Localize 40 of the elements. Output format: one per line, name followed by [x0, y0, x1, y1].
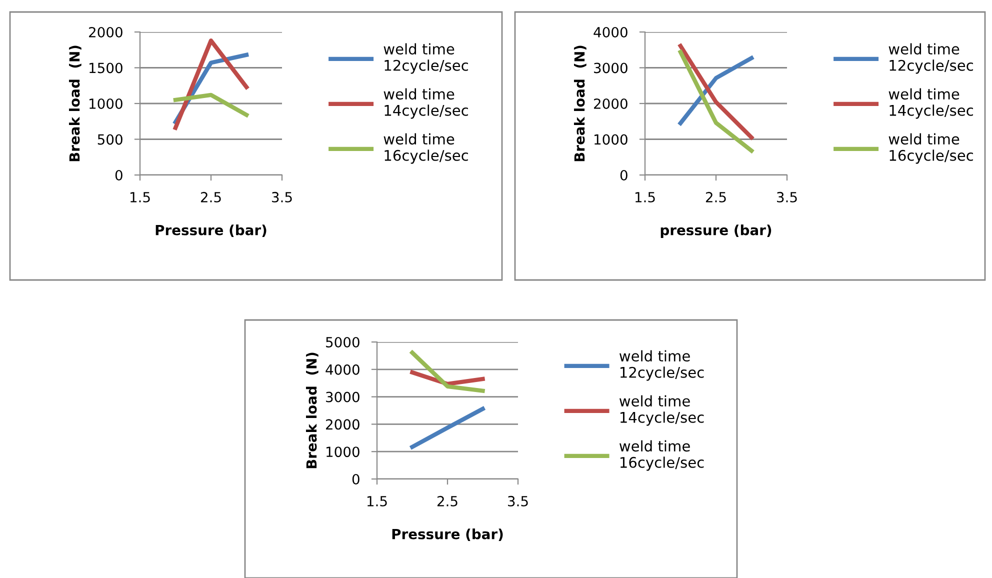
legend-label: weld time 16cycle/sec: [619, 440, 704, 471]
legend-label: weld time 12cycle/sec: [619, 350, 704, 381]
legend-label: weld time 14cycle/sec: [384, 88, 468, 119]
x-tick-label: 1.5: [367, 496, 387, 506]
y-tick-label: 1500: [90, 62, 122, 74]
y-tick-label: 500: [98, 134, 122, 145]
x-tick-label: 3.5: [272, 192, 292, 202]
y-tick-label: 3000: [326, 392, 360, 402]
legend-label: weld time 12cycle/sec: [384, 43, 468, 74]
x-tick-label: 2.5: [706, 192, 726, 202]
y-tick-label: 0: [620, 170, 628, 180]
x-tick-label: 1.5: [635, 192, 655, 202]
y-tick-label: 4000: [326, 364, 360, 375]
y-tick-label: 1000: [326, 446, 360, 458]
y-axis-title: Break load (N): [574, 46, 586, 162]
x-axis-title: pressure (bar): [660, 224, 772, 238]
y-tick-label: 3000: [594, 62, 628, 74]
y-tick-label: 1000: [594, 134, 628, 145]
y-tick-label: 0: [352, 474, 360, 484]
x-axis-title: Pressure (bar): [156, 224, 266, 237]
y-tick-label: 5000: [326, 336, 360, 348]
y-axis-title: Break load (N): [68, 46, 82, 162]
y-tick-label: 2000: [594, 98, 628, 109]
y-tick-label: 0: [115, 170, 122, 180]
y-tick-label: 2000: [89, 26, 122, 38]
x-tick-label: 2.5: [200, 192, 221, 202]
legend-label: weld time 16cycle/sec: [384, 133, 468, 164]
y-tick-label: 4000: [594, 26, 628, 38]
x-tick-label: 1.5: [130, 192, 150, 202]
x-axis-title: Pressure (bar): [392, 528, 503, 541]
x-tick-label: 3.5: [777, 192, 797, 202]
y-axis-title: Break load (N): [306, 352, 318, 468]
legend-label: weld time 14cycle/sec: [888, 88, 973, 119]
y-tick-label: 2000: [326, 419, 360, 430]
x-tick-label: 2.5: [437, 496, 458, 506]
y-tick-label: 1000: [90, 98, 122, 109]
x-tick-label: 3.5: [508, 496, 528, 506]
legend-label: weld time 12cycle/sec: [888, 43, 973, 74]
legend-label: weld time 16cycle/sec: [888, 133, 973, 164]
legend-label: weld time 14cycle/sec: [619, 395, 704, 426]
